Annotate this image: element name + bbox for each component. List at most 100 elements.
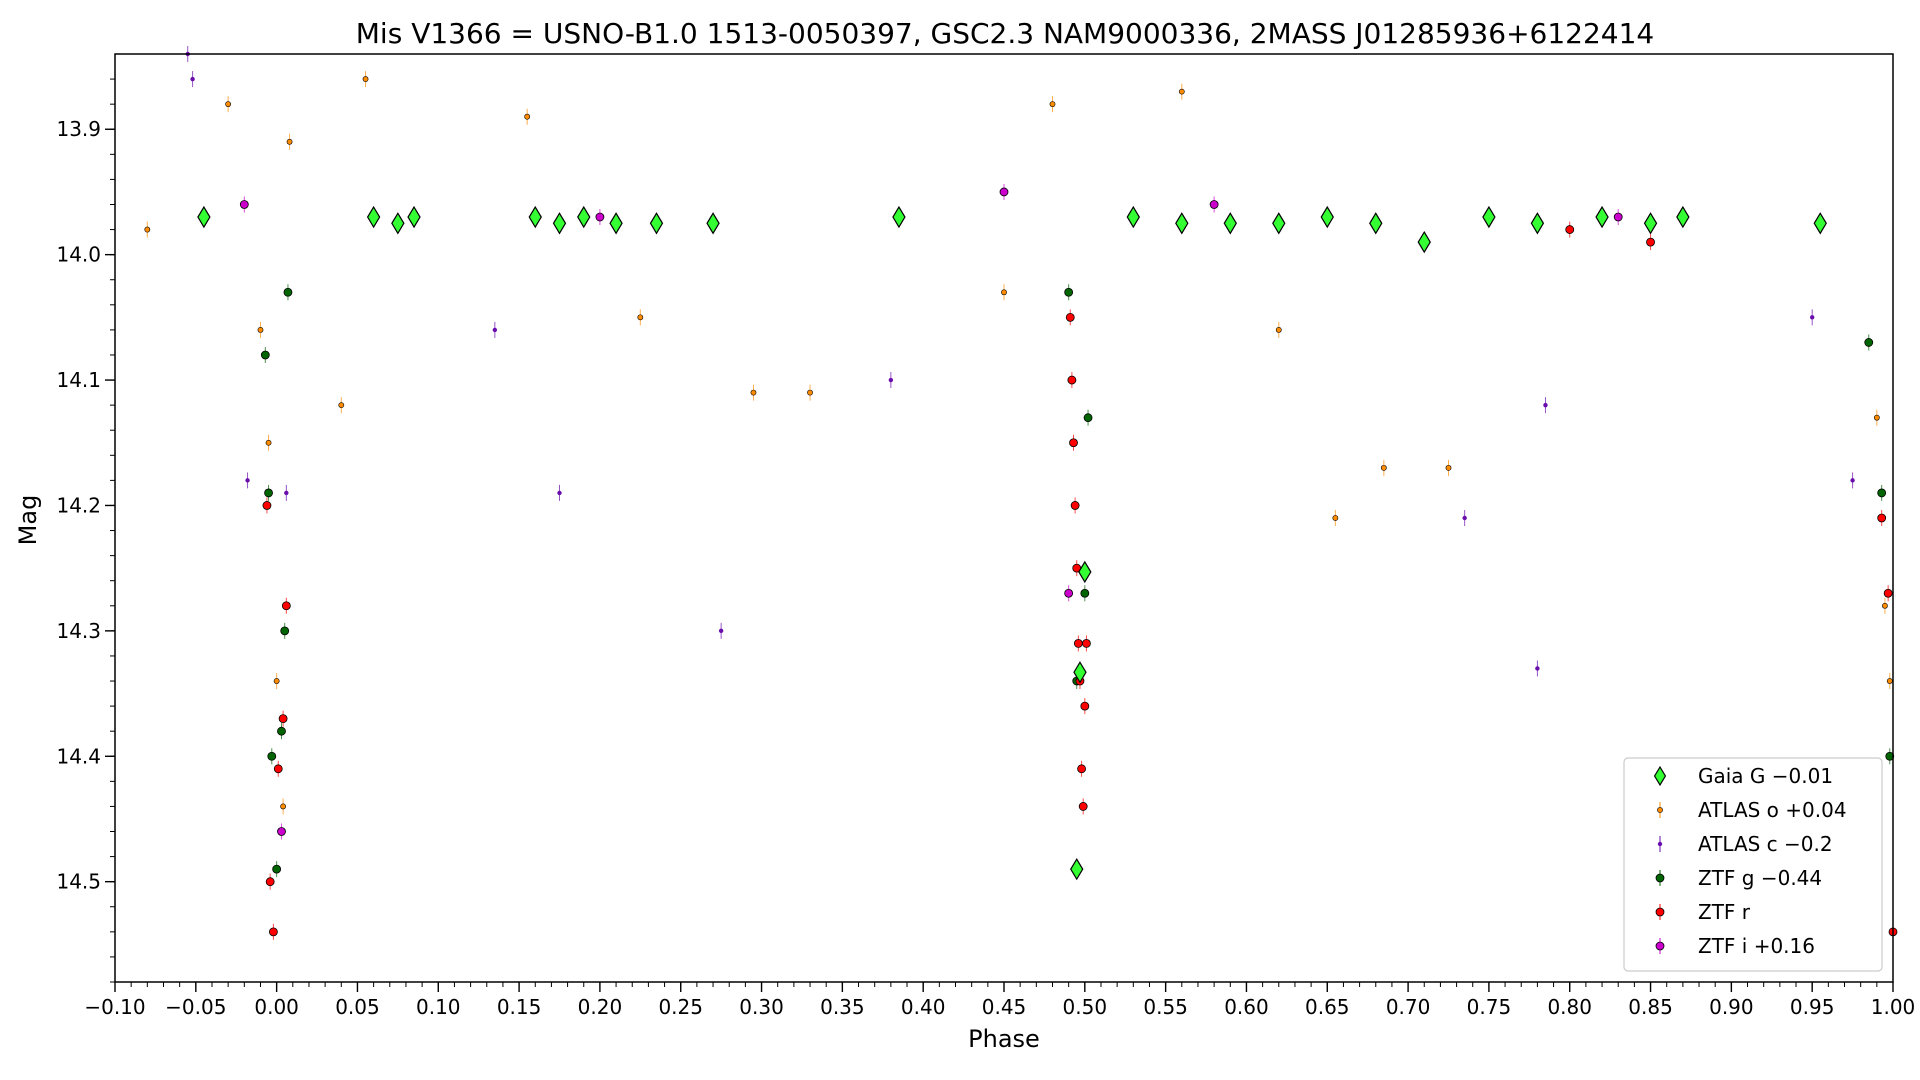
legend-marker [1653, 765, 1667, 787]
data-point [1073, 661, 1087, 684]
x-tick-label: 0.60 [1224, 995, 1269, 1019]
data-point [1073, 639, 1083, 648]
data-point [277, 827, 286, 836]
data-point [1080, 701, 1090, 711]
data-point [1445, 464, 1452, 471]
data-point [286, 138, 293, 145]
data-point [718, 628, 724, 634]
x-tick-label: 0.85 [1628, 995, 1673, 1019]
data-point [892, 205, 906, 229]
series-5 [239, 183, 1623, 840]
legend: Gaia G −0.01 ATLAS o +0.04 ATLAS c −0.2 ZTF… [1623, 757, 1883, 972]
legend-label: ATLAS c −0.2 [1698, 832, 1833, 856]
y-tick-label: 14.0 [56, 243, 101, 267]
data-point [706, 212, 720, 235]
legend-items: Gaia G −0.01 ATLAS o +0.04 ATLAS c −0.2 ZTF… [1653, 764, 1847, 958]
y-tick-label: 13.9 [56, 117, 101, 141]
data-point [609, 212, 623, 235]
x-tick-label: 0.20 [578, 995, 623, 1019]
x-tick-label: −0.05 [165, 995, 226, 1019]
data-point [407, 205, 421, 229]
x-tick-label: 0.10 [416, 995, 461, 1019]
y-tick-label: 14.2 [56, 493, 101, 517]
data-point [1069, 438, 1078, 448]
x-tick-label: 0.25 [658, 995, 703, 1019]
data-point [1209, 200, 1219, 209]
data-point [595, 212, 605, 222]
data-point [1067, 375, 1077, 385]
legend-label: ZTF r [1698, 900, 1751, 924]
data-point [1001, 289, 1007, 296]
x-tick-label: 0.40 [901, 995, 946, 1019]
legend-marker [1655, 873, 1665, 883]
chart-title: Mis V1366 = USNO-B1.0 1513-0050397, GSC2… [356, 17, 1654, 50]
data-point [1882, 602, 1888, 609]
data-point [362, 76, 369, 82]
data-point [1369, 212, 1383, 235]
data-point [277, 726, 286, 736]
y-tick-label: 14.3 [56, 619, 101, 643]
data-point [1535, 666, 1540, 671]
axis-ticks: −0.10 −0.05 0.00 0.05 0.10 0.15 0.20 0.25 0.30 0.… [56, 78, 1915, 1019]
data-point [1462, 515, 1467, 521]
data-point [1850, 478, 1855, 483]
data-point [1175, 212, 1189, 235]
series-3 [260, 284, 1895, 878]
data-point [1613, 212, 1623, 222]
data-point [1877, 513, 1887, 523]
legend-marker [1655, 907, 1665, 917]
legend-marker [1657, 807, 1663, 813]
data-point [281, 601, 291, 611]
data-point [273, 764, 283, 774]
data-point [273, 678, 280, 684]
data-point [1080, 588, 1090, 598]
x-tick-label: 0.65 [1305, 995, 1350, 1019]
data-point [1049, 101, 1056, 108]
data-point [239, 200, 249, 209]
data-point [1543, 402, 1548, 408]
data-point [1595, 205, 1609, 229]
data-point [1070, 857, 1084, 881]
data-point [1078, 560, 1092, 584]
x-tick-label: −0.10 [84, 995, 145, 1019]
data-point [524, 113, 531, 120]
series-4 [262, 221, 1898, 940]
data-point [1646, 237, 1655, 247]
data-point [257, 326, 264, 333]
x-tick-label: 0.05 [335, 995, 380, 1019]
x-tick-label: 0.80 [1547, 995, 1592, 1019]
data-point [1064, 588, 1074, 598]
x-tick-label: 0.30 [739, 995, 784, 1019]
data-point [1320, 205, 1334, 229]
x-axis-label: Phase [968, 1025, 1040, 1053]
series-1 [144, 71, 1893, 815]
data-point [391, 212, 405, 235]
series-2 [185, 46, 1855, 677]
data-point [1065, 312, 1075, 322]
x-tick-label: 0.45 [982, 995, 1027, 1019]
x-tick-label: 0.95 [1790, 995, 1835, 1019]
data-point [1886, 678, 1893, 684]
y-tick-label: 14.5 [56, 870, 101, 894]
legend-box [1623, 757, 1883, 972]
data-point [1873, 414, 1880, 421]
legend-label: ZTF g −0.44 [1698, 866, 1822, 890]
data-point [267, 751, 277, 761]
data-point [262, 501, 272, 510]
data-point [1272, 212, 1286, 235]
data-point [1078, 802, 1088, 811]
data-point [1883, 588, 1893, 598]
data-point [366, 205, 381, 229]
series-0 [197, 205, 1827, 881]
data-point [278, 714, 288, 724]
legend-label: Gaia G −0.01 [1698, 764, 1833, 788]
legend-marker [1655, 941, 1665, 951]
data-point [1332, 515, 1339, 521]
data-point [577, 205, 591, 229]
data-point [1417, 230, 1431, 254]
data-point [1178, 88, 1185, 95]
data-point [1813, 212, 1827, 235]
legend-label: ZTF i +0.16 [1698, 934, 1815, 958]
data-point [1885, 751, 1895, 761]
